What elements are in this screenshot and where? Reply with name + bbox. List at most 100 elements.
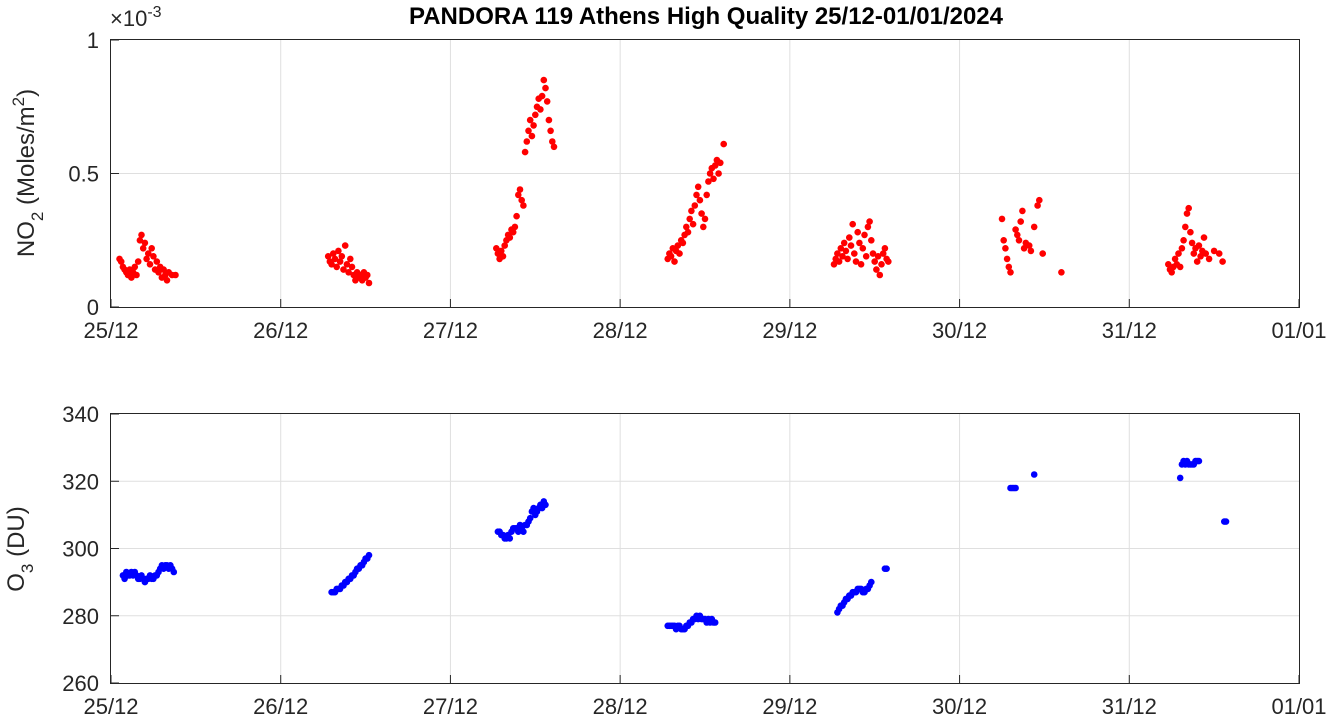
o3-data-point [506,535,514,542]
no2-data-point [840,239,848,247]
no2-data-point [348,263,356,271]
no2-data-point [830,261,838,268]
o3-x-tick-label: 29/12 [762,694,817,719]
no2-data-point [1182,223,1189,231]
no2-data-point [842,247,850,255]
no2-data-point [131,263,139,271]
no2-data-point [117,258,125,265]
no2-data-point [881,245,889,252]
no2-data-point [1178,245,1186,252]
o3-data-point [520,528,527,535]
no2-x-ticks: 25/12 26/12 27/12 28/12 29/12 30/12 31/12 01/01 [83,299,1327,343]
no2-data-point [671,258,678,265]
no2-data-point [1187,228,1194,236]
no2-data-point [1202,250,1209,257]
no2-y-ticks: 00.51 [68,28,119,320]
chart-title: PANDORA 119 Athens High Quality 25/12-01… [409,3,1004,30]
no2-data-point [341,242,349,249]
o3-data-point [1176,474,1184,482]
no2-x-tick-label: 26/12 [253,318,308,343]
no2-data-point [1020,245,1028,252]
no2-data-point [138,231,145,239]
no2-data-point [868,237,875,244]
o3-data-point [170,568,178,576]
no2-data-point [691,202,699,209]
no2-data-point [128,274,135,281]
no2-data-point [1007,269,1014,276]
no2-data-point [511,223,519,231]
no2-data-point [1171,255,1179,263]
no2-x-tick-label: 28/12 [593,318,648,343]
o3-data-point [1012,484,1019,492]
o3-grid [111,414,1299,683]
no2-axes-box [110,39,1300,308]
no2-data-point [1180,237,1187,244]
no2-data-point [163,277,171,284]
o3-data-point [542,501,549,509]
no2-data-point [498,247,505,255]
no2-data-point [343,261,351,268]
no2-data-point [345,269,352,276]
no2-data-point [1188,239,1196,247]
no2-data-point [869,250,877,257]
no2-y-tick-label: 0 [87,295,99,320]
no2-data-point [854,228,861,236]
o3-x-tick-label: 26/12 [253,694,308,719]
no2-data-point [674,242,682,249]
no2-data-point [506,234,514,241]
o3-x-tick-label: 27/12 [423,694,478,719]
no2-data-point [885,258,892,265]
no2-data-point [347,255,354,263]
no2-data-point [523,138,531,145]
no2-data-point [693,191,700,199]
o3-y-tick-label: 300 [62,537,99,562]
no2-data-point [1215,250,1223,257]
no2-data-point [871,258,878,265]
no2-data-point [834,250,841,257]
no2-data-point [542,84,549,92]
no2-data-point [518,196,525,204]
o3-data-point [1222,518,1230,525]
o3-axes-box [110,413,1300,684]
no2-data-point [686,215,693,223]
no2-x-tick-label: 25/12 [83,318,138,343]
no2-data-point [683,223,690,231]
no2-data-point [1210,247,1218,255]
no2-data-point [1012,226,1019,233]
o3-x-ticks: 25/12 26/12 27/12 28/12 29/12 30/12 31/12 01/01 [83,675,1327,719]
no2-data-point [715,170,722,177]
no2-data-point [846,234,853,241]
o3-panel: 25/12 26/12 27/12 28/12 29/12 30/12 31/12 01/01… [3,402,1327,719]
no2-data-point [879,250,887,257]
no2-data-point [861,231,868,239]
o3-data-point [365,551,373,559]
no2-grid [111,40,1299,307]
no2-data-point [1205,255,1213,263]
no2-data-point [1183,210,1191,217]
no2-data-point [146,261,154,268]
no2-data-point [543,98,551,105]
no2-data-point [676,250,683,257]
no2-data-point [499,252,507,260]
no2-data-point [705,178,712,185]
no2-data-point [150,252,157,260]
no2-data-point [859,245,867,252]
no2-data-point [684,228,692,236]
no2-data-point [513,212,520,220]
no2-data-point [172,271,179,279]
no2-data-point [364,271,371,279]
no2-data-point [133,271,140,279]
o3-x-tick-label: 31/12 [1102,694,1157,719]
no2-data-point [330,250,337,257]
no2-data-point [1193,258,1201,265]
no2-data-point [847,242,855,249]
no2-data-point [1176,263,1184,271]
no2-data-point [710,175,717,183]
no2-exponent-label: ×10-3 [110,4,162,31]
o3-y-tick-label: 260 [62,671,99,696]
no2-panel: 25/12 26/12 27/12 28/12 29/12 30/12 31/12 01/01… [9,4,1327,343]
o3-data-point [1195,457,1203,465]
no2-data-point [537,106,544,113]
no2-data-point [532,111,539,119]
no2-data-point [1036,196,1043,204]
